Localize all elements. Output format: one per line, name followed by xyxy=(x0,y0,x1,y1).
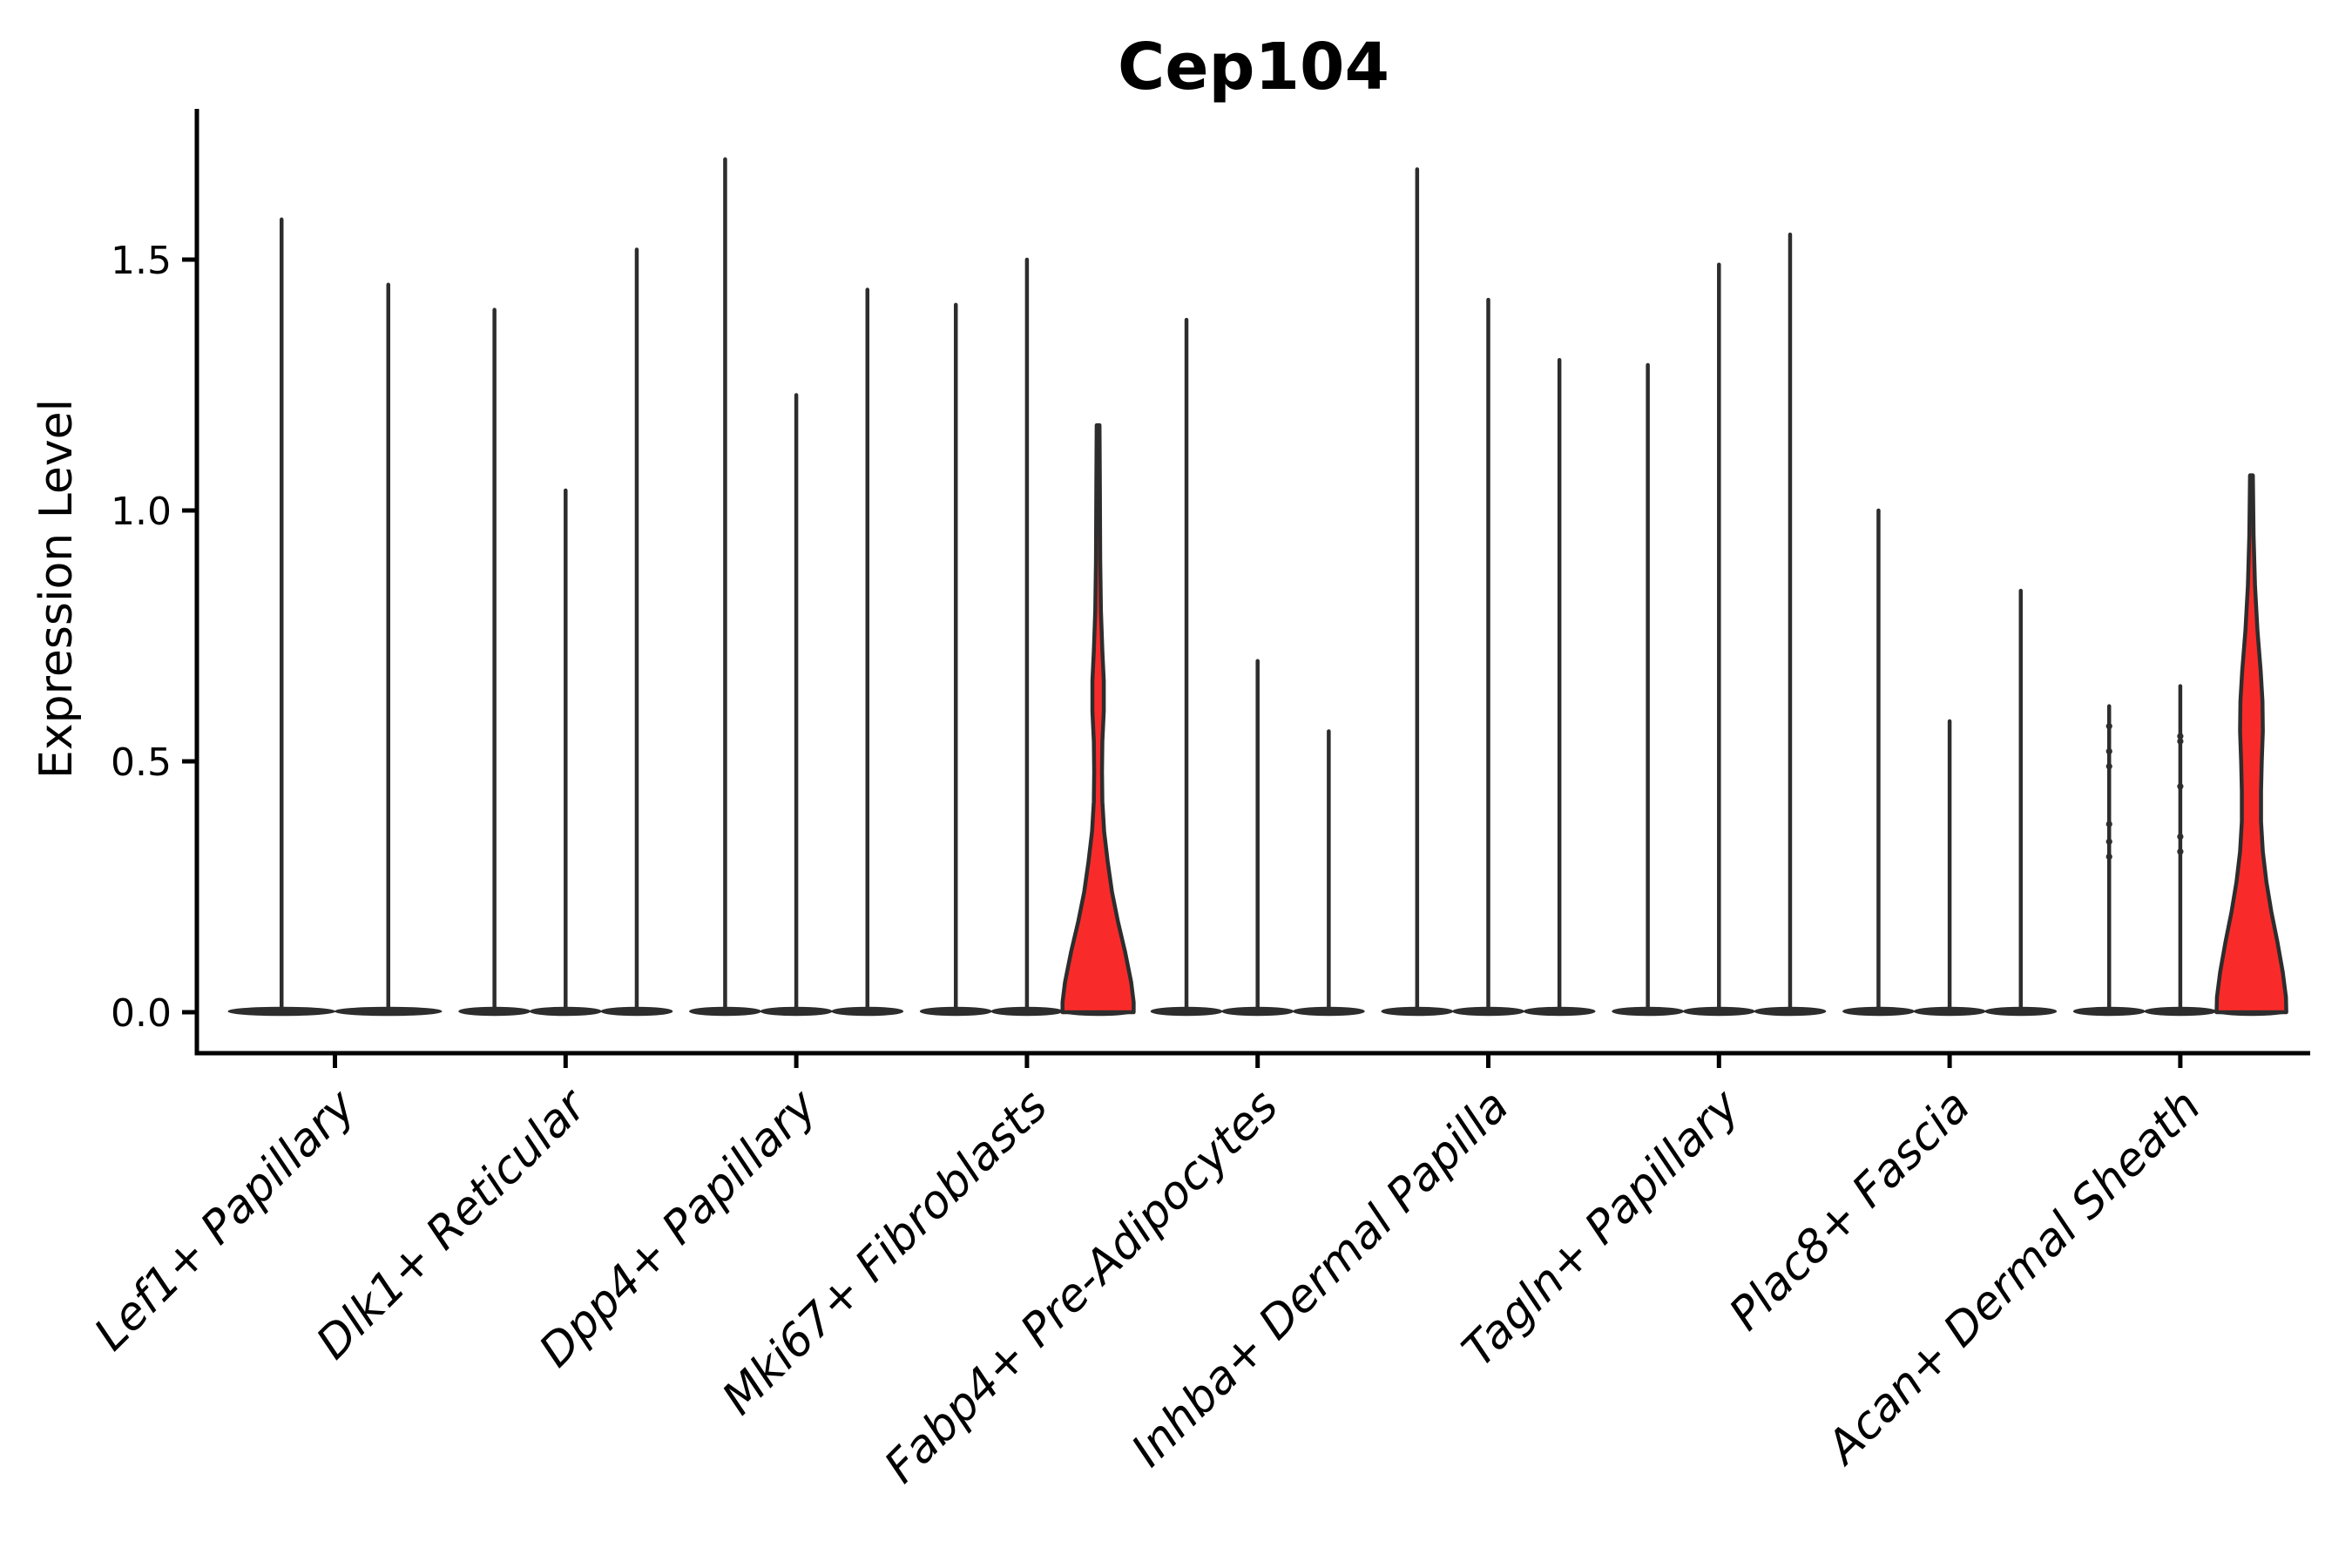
highlighted-violin xyxy=(1060,422,1136,1015)
jitter-dot xyxy=(2177,848,2184,855)
x-tick-label: Inhba+ Dermal Papilla xyxy=(1122,1080,1519,1477)
violin-group: Acan+ Dermal Sheath xyxy=(1815,473,2288,1476)
x-tick-label: Plac8+ Fascia xyxy=(1720,1080,1980,1341)
violin-group: Tagln+ Papillary xyxy=(1452,232,1827,1377)
y-tick-label: 1.0 xyxy=(111,490,172,534)
violin-group: Lef1+ Papillary xyxy=(84,217,443,1361)
jitter-dot xyxy=(2105,763,2112,770)
jitter-dot xyxy=(2177,783,2184,790)
chart-title: Cep104 xyxy=(1118,30,1389,105)
jitter-dot xyxy=(2177,833,2184,841)
x-tick-label: Acan+ Dermal Sheath xyxy=(1815,1080,2211,1476)
x-tick-label: Fabp4+ Pre-Adipocytes xyxy=(875,1080,1288,1494)
jitter-dot xyxy=(2105,821,2112,828)
y-tick-label: 0.5 xyxy=(111,740,172,785)
violin-group: Dlk1+ Reticular xyxy=(307,247,673,1369)
jitter-dot xyxy=(2177,733,2184,740)
jitter-dot xyxy=(2105,838,2112,845)
violin-group: Dpp4+ Papillary xyxy=(530,157,904,1377)
jitter-dot xyxy=(2105,747,2112,755)
violin-group: Plac8+ Fascia xyxy=(1720,508,2058,1341)
y-tick-label: 0.0 xyxy=(111,991,172,1036)
highlighted-violin xyxy=(2214,473,2288,1015)
jitter-dot xyxy=(2105,723,2112,730)
y-tick-label: 1.5 xyxy=(111,239,172,283)
jitter-dot xyxy=(2177,738,2184,745)
violin-group: Mki67+ Fibroblasts xyxy=(713,257,1136,1425)
jitter-dot xyxy=(2105,853,2112,861)
y-axis-label: Expression Level xyxy=(30,399,83,779)
